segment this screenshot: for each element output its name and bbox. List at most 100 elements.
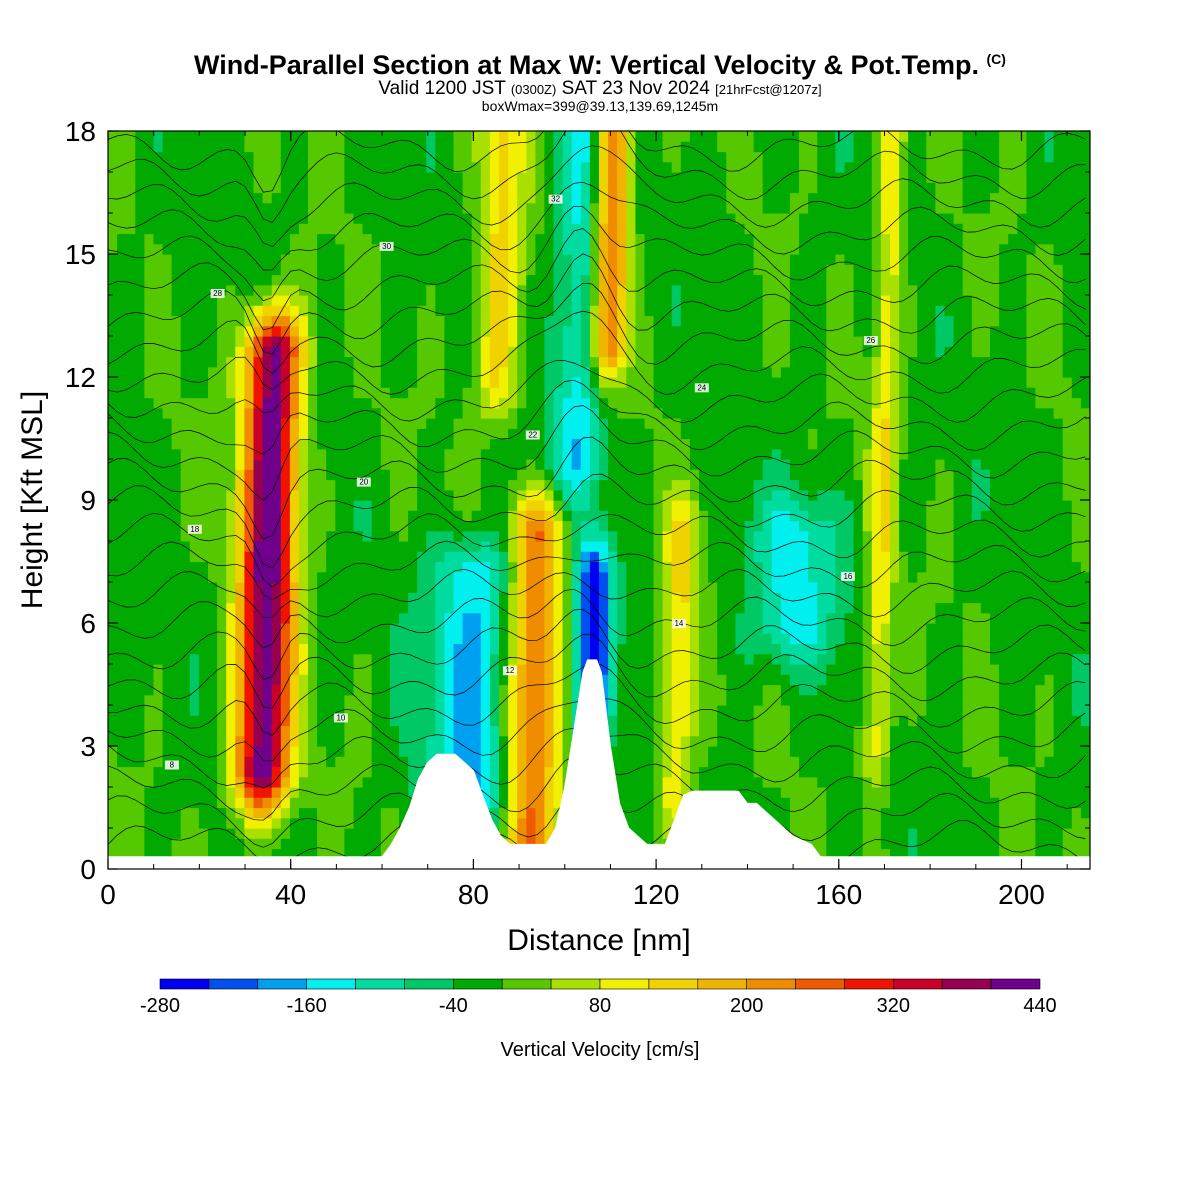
velocity-cell	[235, 684, 245, 696]
velocity-cell	[789, 787, 800, 798]
velocity-cell	[135, 407, 145, 419]
velocity-cell	[189, 407, 200, 419]
velocity-cell	[926, 694, 936, 706]
velocity-cell	[253, 428, 264, 440]
velocity-cell	[326, 479, 336, 491]
velocity-cell	[180, 684, 191, 696]
velocity-cell	[289, 848, 300, 860]
velocity-cell	[944, 571, 955, 583]
velocity-cell	[226, 438, 236, 450]
velocity-cell	[198, 397, 209, 409]
velocity-cell	[289, 643, 300, 655]
velocity-cell	[962, 500, 973, 511]
velocity-cell	[962, 653, 973, 665]
velocity-cell	[926, 776, 936, 788]
velocity-cell	[417, 489, 427, 501]
velocity-cell	[608, 602, 618, 614]
velocity-cell	[262, 418, 273, 429]
velocity-cell	[499, 459, 509, 470]
velocity-cell	[244, 633, 255, 645]
velocity-cell	[144, 684, 155, 696]
velocity-cell	[180, 479, 191, 491]
velocity-cell	[135, 582, 145, 593]
velocity-cell	[162, 776, 173, 788]
velocity-cell	[990, 776, 1000, 788]
velocity-cell	[462, 541, 473, 552]
velocity-cell	[589, 428, 600, 440]
velocity-cell	[208, 807, 218, 819]
velocity-cell	[1071, 551, 1082, 563]
velocity-cell	[853, 459, 864, 470]
velocity-cell	[144, 725, 155, 737]
velocity-cell	[917, 571, 927, 583]
velocity-cell	[808, 407, 818, 419]
velocity-cell	[499, 541, 509, 552]
velocity-cell	[680, 653, 691, 665]
velocity-cell	[699, 623, 709, 634]
velocity-cell	[135, 571, 145, 583]
velocity-cell	[953, 664, 964, 675]
velocity-cell	[890, 828, 900, 839]
velocity-cell	[762, 541, 773, 552]
velocity-cell	[544, 633, 555, 645]
velocity-cell	[608, 448, 618, 460]
velocity-cell	[999, 735, 1009, 747]
velocity-cell	[990, 828, 1000, 839]
velocity-cell	[462, 418, 473, 429]
velocity-cell	[426, 653, 436, 665]
velocity-cell	[689, 766, 700, 778]
velocity-cell	[999, 612, 1009, 624]
velocity-cell	[890, 428, 900, 440]
velocity-cell	[880, 776, 891, 788]
velocity-cell	[917, 407, 927, 419]
velocity-cell	[908, 459, 918, 470]
velocity-cell	[926, 612, 936, 624]
velocity-cell	[226, 725, 236, 737]
velocity-cell	[971, 428, 982, 440]
velocity-cell	[553, 623, 564, 634]
velocity-cell	[990, 520, 1000, 532]
velocity-cell	[526, 746, 536, 757]
velocity-cell	[1008, 684, 1018, 696]
velocity-cell	[362, 541, 373, 552]
velocity-cell	[880, 664, 891, 675]
velocity-cell	[971, 746, 982, 757]
velocity-cell	[1080, 602, 1090, 614]
velocity-cell	[999, 561, 1009, 573]
velocity-cell	[917, 664, 927, 675]
velocity-cell	[371, 746, 382, 757]
velocity-cell	[844, 684, 855, 696]
velocity-cell	[335, 735, 345, 747]
velocity-cell	[135, 479, 145, 491]
velocity-cell	[635, 623, 646, 634]
velocity-cell	[999, 848, 1009, 860]
velocity-cell	[671, 459, 682, 470]
velocity-cell	[980, 418, 991, 429]
velocity-cell	[462, 489, 473, 501]
velocity-cell	[380, 633, 391, 645]
velocity-cell	[417, 684, 427, 696]
velocity-cell	[835, 664, 846, 675]
velocity-cell	[899, 551, 909, 563]
velocity-cell	[644, 448, 655, 460]
velocity-cell	[298, 489, 309, 501]
velocity-cell	[835, 428, 846, 440]
velocity-cell	[844, 746, 855, 757]
velocity-cell	[653, 428, 664, 440]
velocity-cell	[662, 674, 673, 686]
velocity-cell	[971, 623, 982, 634]
velocity-cell	[808, 612, 818, 624]
velocity-cell	[926, 407, 936, 419]
velocity-cell	[171, 500, 182, 511]
velocity-cell	[117, 797, 127, 809]
velocity-cell	[953, 459, 964, 470]
velocity-cell	[971, 838, 982, 850]
velocity-cell	[344, 418, 355, 429]
velocity-cell	[1080, 705, 1090, 716]
velocity-cell	[408, 633, 418, 645]
velocity-cell	[871, 448, 882, 460]
velocity-cell	[908, 541, 918, 552]
velocity-cell	[426, 694, 436, 706]
velocity-cell	[353, 582, 364, 593]
velocity-cell	[235, 571, 245, 583]
